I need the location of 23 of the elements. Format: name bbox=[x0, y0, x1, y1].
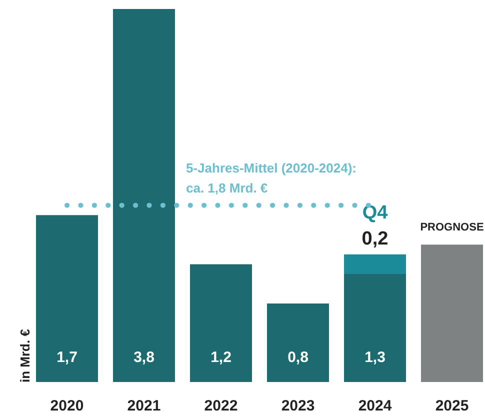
x-tick-label: 2023 bbox=[281, 398, 315, 414]
bar bbox=[113, 9, 175, 382]
bar bbox=[36, 215, 98, 382]
total-label: 0,8 bbox=[288, 349, 308, 366]
total-label: 1,2 bbox=[210, 349, 232, 366]
annotation: PROGNOSE bbox=[420, 222, 484, 234]
y-axis-title: in Mrd. € bbox=[18, 329, 32, 382]
x-tick-label: 2025 bbox=[435, 398, 469, 414]
bar bbox=[421, 244, 483, 382]
x-tick-label: 2024 bbox=[358, 398, 392, 414]
x-tick-label: 2022 bbox=[204, 398, 238, 414]
series-label: Q4 bbox=[362, 202, 388, 224]
bar bbox=[344, 274, 406, 382]
bar bbox=[267, 303, 329, 382]
ref-line-label: 5-Jahres-Mittel (2020-2024): ca. 1,8 Mrd. € bbox=[186, 160, 357, 196]
bar bbox=[344, 254, 406, 274]
total-label: 3,8 bbox=[134, 349, 154, 366]
x-tick-label: 2020 bbox=[50, 398, 84, 414]
total-label: 1,3 bbox=[364, 349, 386, 366]
bar bbox=[190, 264, 252, 382]
total-label: 1,7 bbox=[56, 349, 78, 366]
x-tick-label: 2021 bbox=[127, 398, 161, 414]
data-label: 0,2 bbox=[362, 228, 388, 250]
